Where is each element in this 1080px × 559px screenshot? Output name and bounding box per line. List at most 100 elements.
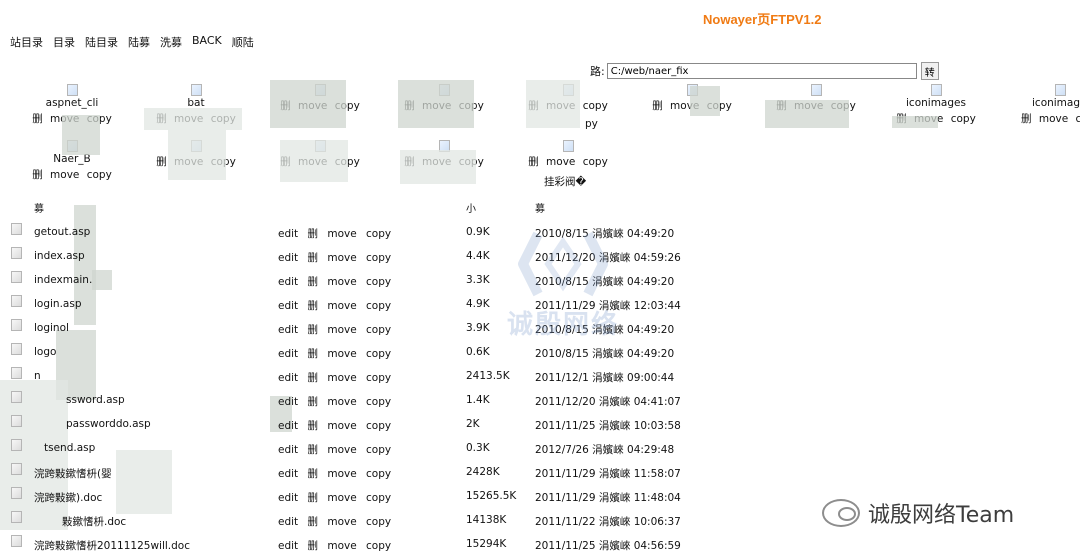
move-link[interactable]: move	[327, 540, 357, 552]
move-link[interactable]: move	[327, 516, 357, 528]
copy-link[interactable]: copy	[366, 540, 392, 552]
copy-link[interactable]: copy	[86, 169, 112, 181]
nav-logout[interactable]: 顺陆	[231, 36, 254, 49]
copy-link[interactable]: copy	[366, 324, 392, 336]
move-link[interactable]: move	[327, 420, 357, 432]
nav-site-root[interactable]: 站目录	[10, 36, 43, 49]
path-input[interactable]	[606, 63, 917, 79]
file-name-link[interactable]: tsend.asp	[44, 442, 96, 454]
privacy-mosaic	[92, 270, 112, 290]
copy-link[interactable]: copy	[366, 348, 392, 360]
move-link[interactable]: move	[327, 444, 357, 456]
file-name-link[interactable]: indexmain.	[34, 274, 93, 286]
delete-link[interactable]: 删	[307, 420, 319, 432]
nav-new-folder[interactable]: 陆募	[128, 36, 150, 49]
delete-link[interactable]: 删	[32, 169, 43, 181]
delete-link[interactable]: 删	[307, 300, 319, 312]
file-name-link[interactable]: getout.asp	[34, 226, 91, 238]
privacy-mosaic	[116, 450, 172, 514]
file-name-link[interactable]: index.asp	[34, 250, 85, 262]
delete-link[interactable]: 删	[307, 444, 319, 456]
move-link[interactable]: move	[327, 372, 357, 384]
copy-link[interactable]: copy	[582, 156, 608, 168]
copy-link[interactable]: copy	[366, 396, 392, 408]
file-name-link[interactable]: 浣跨敤鏉).doc	[34, 492, 103, 504]
file-name-link[interactable]: 浣跨敤鏉愭枡(婴	[34, 468, 112, 480]
file-icon	[11, 223, 22, 235]
delete-link[interactable]: 删	[1021, 113, 1032, 125]
edit-link[interactable]: edit	[278, 444, 299, 456]
edit-link[interactable]: edit	[278, 348, 299, 360]
delete-link[interactable]: 删	[307, 252, 319, 264]
copy-link[interactable]: copy	[366, 228, 392, 240]
copy-link[interactable]: copy	[366, 444, 392, 456]
delete-link[interactable]: 删	[307, 540, 319, 552]
edit-link[interactable]: edit	[278, 276, 299, 288]
move-link[interactable]: move	[327, 324, 357, 336]
nav-new-file[interactable]: 洗募	[160, 36, 182, 49]
edit-link[interactable]: edit	[278, 372, 299, 384]
delete-link[interactable]: 删	[156, 156, 167, 168]
move-link[interactable]: move	[327, 300, 357, 312]
delete-link[interactable]: 删	[32, 113, 43, 125]
delete-link[interactable]: 删	[307, 228, 319, 240]
move-link[interactable]: move	[1038, 113, 1069, 125]
file-name-link[interactable]: 敤鏉愭枡.doc	[62, 516, 127, 528]
delete-link[interactable]: 删	[528, 156, 539, 168]
copy-link[interactable]: copy	[366, 372, 392, 384]
delete-link[interactable]: 删	[652, 100, 663, 112]
copy-link[interactable]: copy	[366, 276, 392, 288]
move-link[interactable]: move	[327, 348, 357, 360]
copy-link[interactable]: copy	[366, 492, 392, 504]
edit-link[interactable]: edit	[278, 228, 299, 240]
delete-link[interactable]: 删	[307, 492, 319, 504]
copy-link[interactable]: copy	[1075, 113, 1080, 125]
file-name-link[interactable]: n	[34, 370, 41, 382]
edit-link[interactable]: edit	[278, 516, 299, 528]
move-link[interactable]: move	[327, 276, 357, 288]
move-link[interactable]: move	[327, 396, 357, 408]
delete-link[interactable]: 删	[307, 348, 319, 360]
move-link[interactable]: move	[50, 169, 80, 181]
folder-item[interactable]: iconimage 删 move copy	[998, 84, 1080, 126]
edit-link[interactable]: edit	[278, 396, 299, 408]
edit-link[interactable]: edit	[278, 540, 299, 552]
delete-link[interactable]: 删	[307, 276, 319, 288]
nav-back[interactable]: BACK	[192, 34, 222, 47]
copy-link[interactable]: copy	[366, 468, 392, 480]
nav-directory[interactable]: 目录	[53, 36, 75, 49]
edit-link[interactable]: edit	[278, 252, 299, 264]
folder-item[interactable]: 删 move copy	[506, 140, 630, 169]
copy-link[interactable]: copy	[950, 113, 976, 125]
nav-parent-directory[interactable]: 陆目录	[85, 36, 118, 49]
file-name-link[interactable]: logo	[34, 346, 57, 358]
move-link[interactable]: move	[327, 468, 357, 480]
copy-link[interactable]: copy	[366, 300, 392, 312]
copy-link[interactable]: copy	[366, 516, 392, 528]
delete-link[interactable]: 删	[307, 468, 319, 480]
edit-link[interactable]: edit	[278, 324, 299, 336]
move-link[interactable]: move	[327, 252, 357, 264]
file-name-link[interactable]: passworddo.asp	[66, 418, 151, 430]
copy-link[interactable]: copy	[366, 252, 392, 264]
file-name-link[interactable]: loginol	[34, 322, 69, 334]
edit-link[interactable]: edit	[278, 468, 299, 480]
file-name-link[interactable]: login.asp	[34, 298, 82, 310]
edit-link[interactable]: edit	[278, 420, 299, 432]
move-link[interactable]: move	[327, 228, 357, 240]
file-name-link[interactable]: 浣跨敤鏉愭枡20111125will.doc	[34, 540, 190, 552]
file-name-link[interactable]: ssword.asp	[66, 394, 125, 406]
move-link[interactable]: move	[546, 156, 576, 168]
delete-link[interactable]: 删	[307, 324, 319, 336]
delete-link[interactable]: 删	[307, 516, 319, 528]
delete-link[interactable]: 删	[307, 372, 319, 384]
path-label: 路:	[590, 65, 605, 78]
edit-link[interactable]: edit	[278, 492, 299, 504]
go-button[interactable]: 转	[920, 62, 939, 80]
copy-link[interactable]: copy	[582, 100, 608, 112]
copy-link[interactable]: copy	[366, 420, 392, 432]
edit-link[interactable]: edit	[278, 300, 299, 312]
privacy-mosaic	[62, 115, 100, 155]
delete-link[interactable]: 删	[307, 396, 319, 408]
move-link[interactable]: move	[327, 492, 357, 504]
